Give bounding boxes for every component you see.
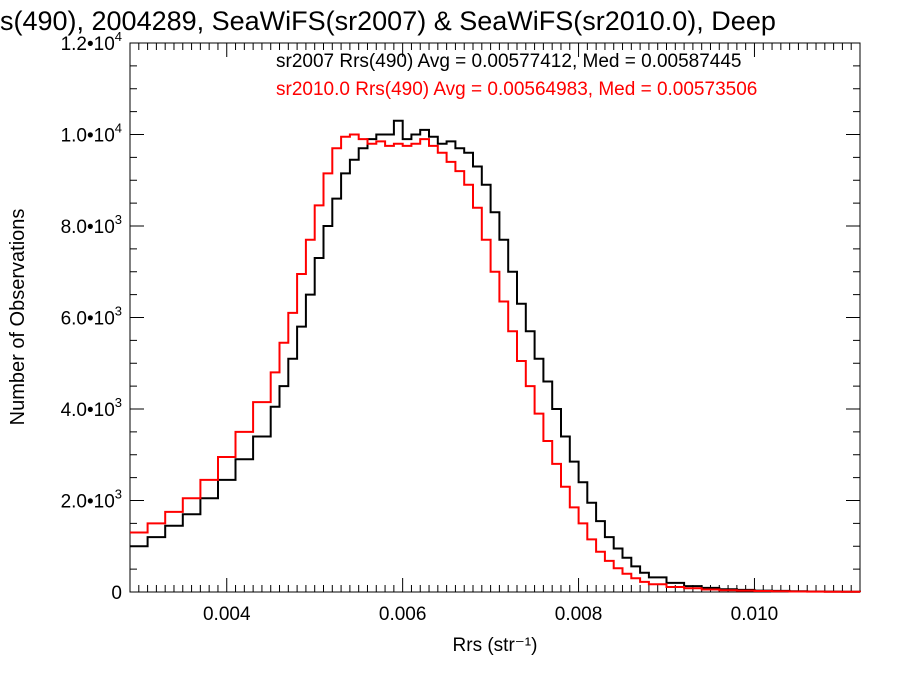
x-tick-label: 0.008: [555, 604, 603, 625]
x-axis-label: Rrs (str⁻¹): [453, 635, 538, 656]
y-tick-label: 1.2•104: [61, 29, 122, 55]
x-axis-ticks: 0.004 0.006 0.008 0.010: [138, 43, 861, 625]
y-tick-label: 8.0•103: [61, 212, 122, 238]
series-line-0: [130, 119, 861, 593]
y-tick-label: 2.0•103: [61, 487, 122, 513]
plot-frame: [129, 42, 861, 593]
y-axis-label: Number of Observations: [7, 209, 29, 426]
series-line-1: [130, 133, 861, 593]
annotation-sr2010-stats: sr2010.0 Rrs(490) Avg = 0.00564983, Med …: [276, 79, 757, 100]
annotation-sr2007-stats: sr2007 Rrs(490) Avg = 0.00577412, Med = …: [276, 51, 742, 72]
y-axis-ticks: 0 2.0•103 4.0•103 6.0•103 8.0•103 1.0•104 1.2•…: [61, 29, 860, 604]
y-tick-label: 1.0•104: [61, 121, 122, 147]
y-tick-label: 6.0•103: [61, 304, 122, 330]
x-tick-label: 0.004: [203, 604, 251, 625]
chart-title: rs(490), 2004289, SeaWiFS(sr2007) & SeaW…: [0, 6, 776, 36]
x-tick-label: 0.006: [379, 604, 427, 625]
series-layer: [130, 119, 861, 593]
y-tick-label: 4.0•103: [61, 395, 122, 421]
x-tick-label: 0.010: [731, 604, 779, 625]
y-tick-label: 0: [111, 583, 122, 604]
